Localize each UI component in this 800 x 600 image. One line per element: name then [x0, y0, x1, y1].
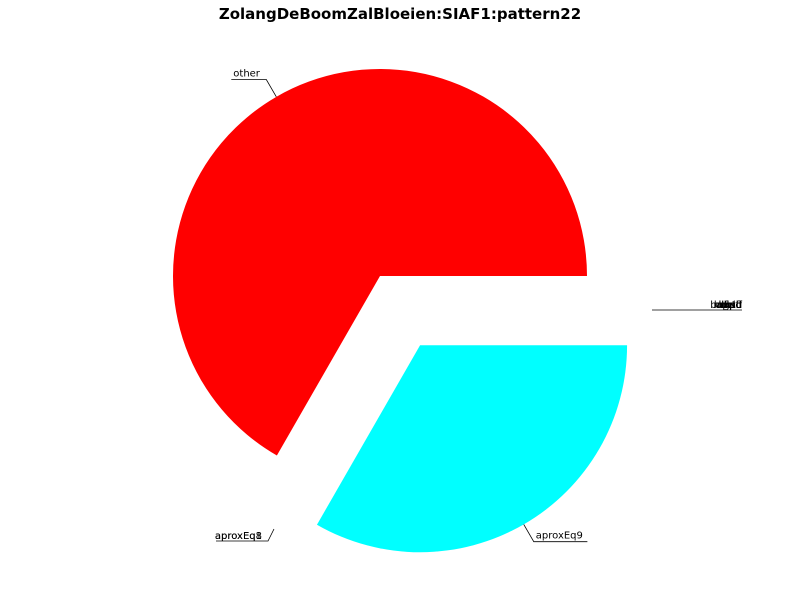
slice-label-mgalf: mgalf: [713, 300, 742, 311]
chart-title: ZolangDeBoomZalBloeien:SIAF1:pattern22: [219, 5, 581, 23]
leader-line-aproxeq9: [523, 524, 588, 543]
leader-line-zero-left: [216, 528, 275, 542]
leader-line-other: [231, 79, 277, 98]
slice-label-ltrpd: ltrpd: [718, 300, 742, 311]
pie-slice-other: [172, 68, 587, 456]
slice-label-ulfwd: ulfwd: [715, 300, 742, 311]
slice-label-aproxeq9: aproxEq9: [536, 531, 583, 542]
pie-slice-aproxeq9: [316, 345, 628, 553]
slice-label-aprld: aprld: [716, 300, 742, 311]
slice-label-aproxeq8: aproxEq8: [215, 531, 262, 542]
slice-label-ltsfl: ltsfl: [724, 300, 742, 311]
slice-label-lndpd: lndpd: [714, 300, 742, 311]
slice-label-lnrtd: lnrtd: [719, 300, 743, 311]
slice-label-aproxeq1: aproxEq1: [215, 531, 262, 542]
pie-slices: [172, 68, 628, 553]
pie-labels: otheraproxEq9lndpdltsflmgalfltrpdbndpdap…: [215, 69, 743, 543]
slice-label-bndpd: bndpd: [710, 300, 742, 311]
slice-label-other: other: [233, 69, 261, 80]
